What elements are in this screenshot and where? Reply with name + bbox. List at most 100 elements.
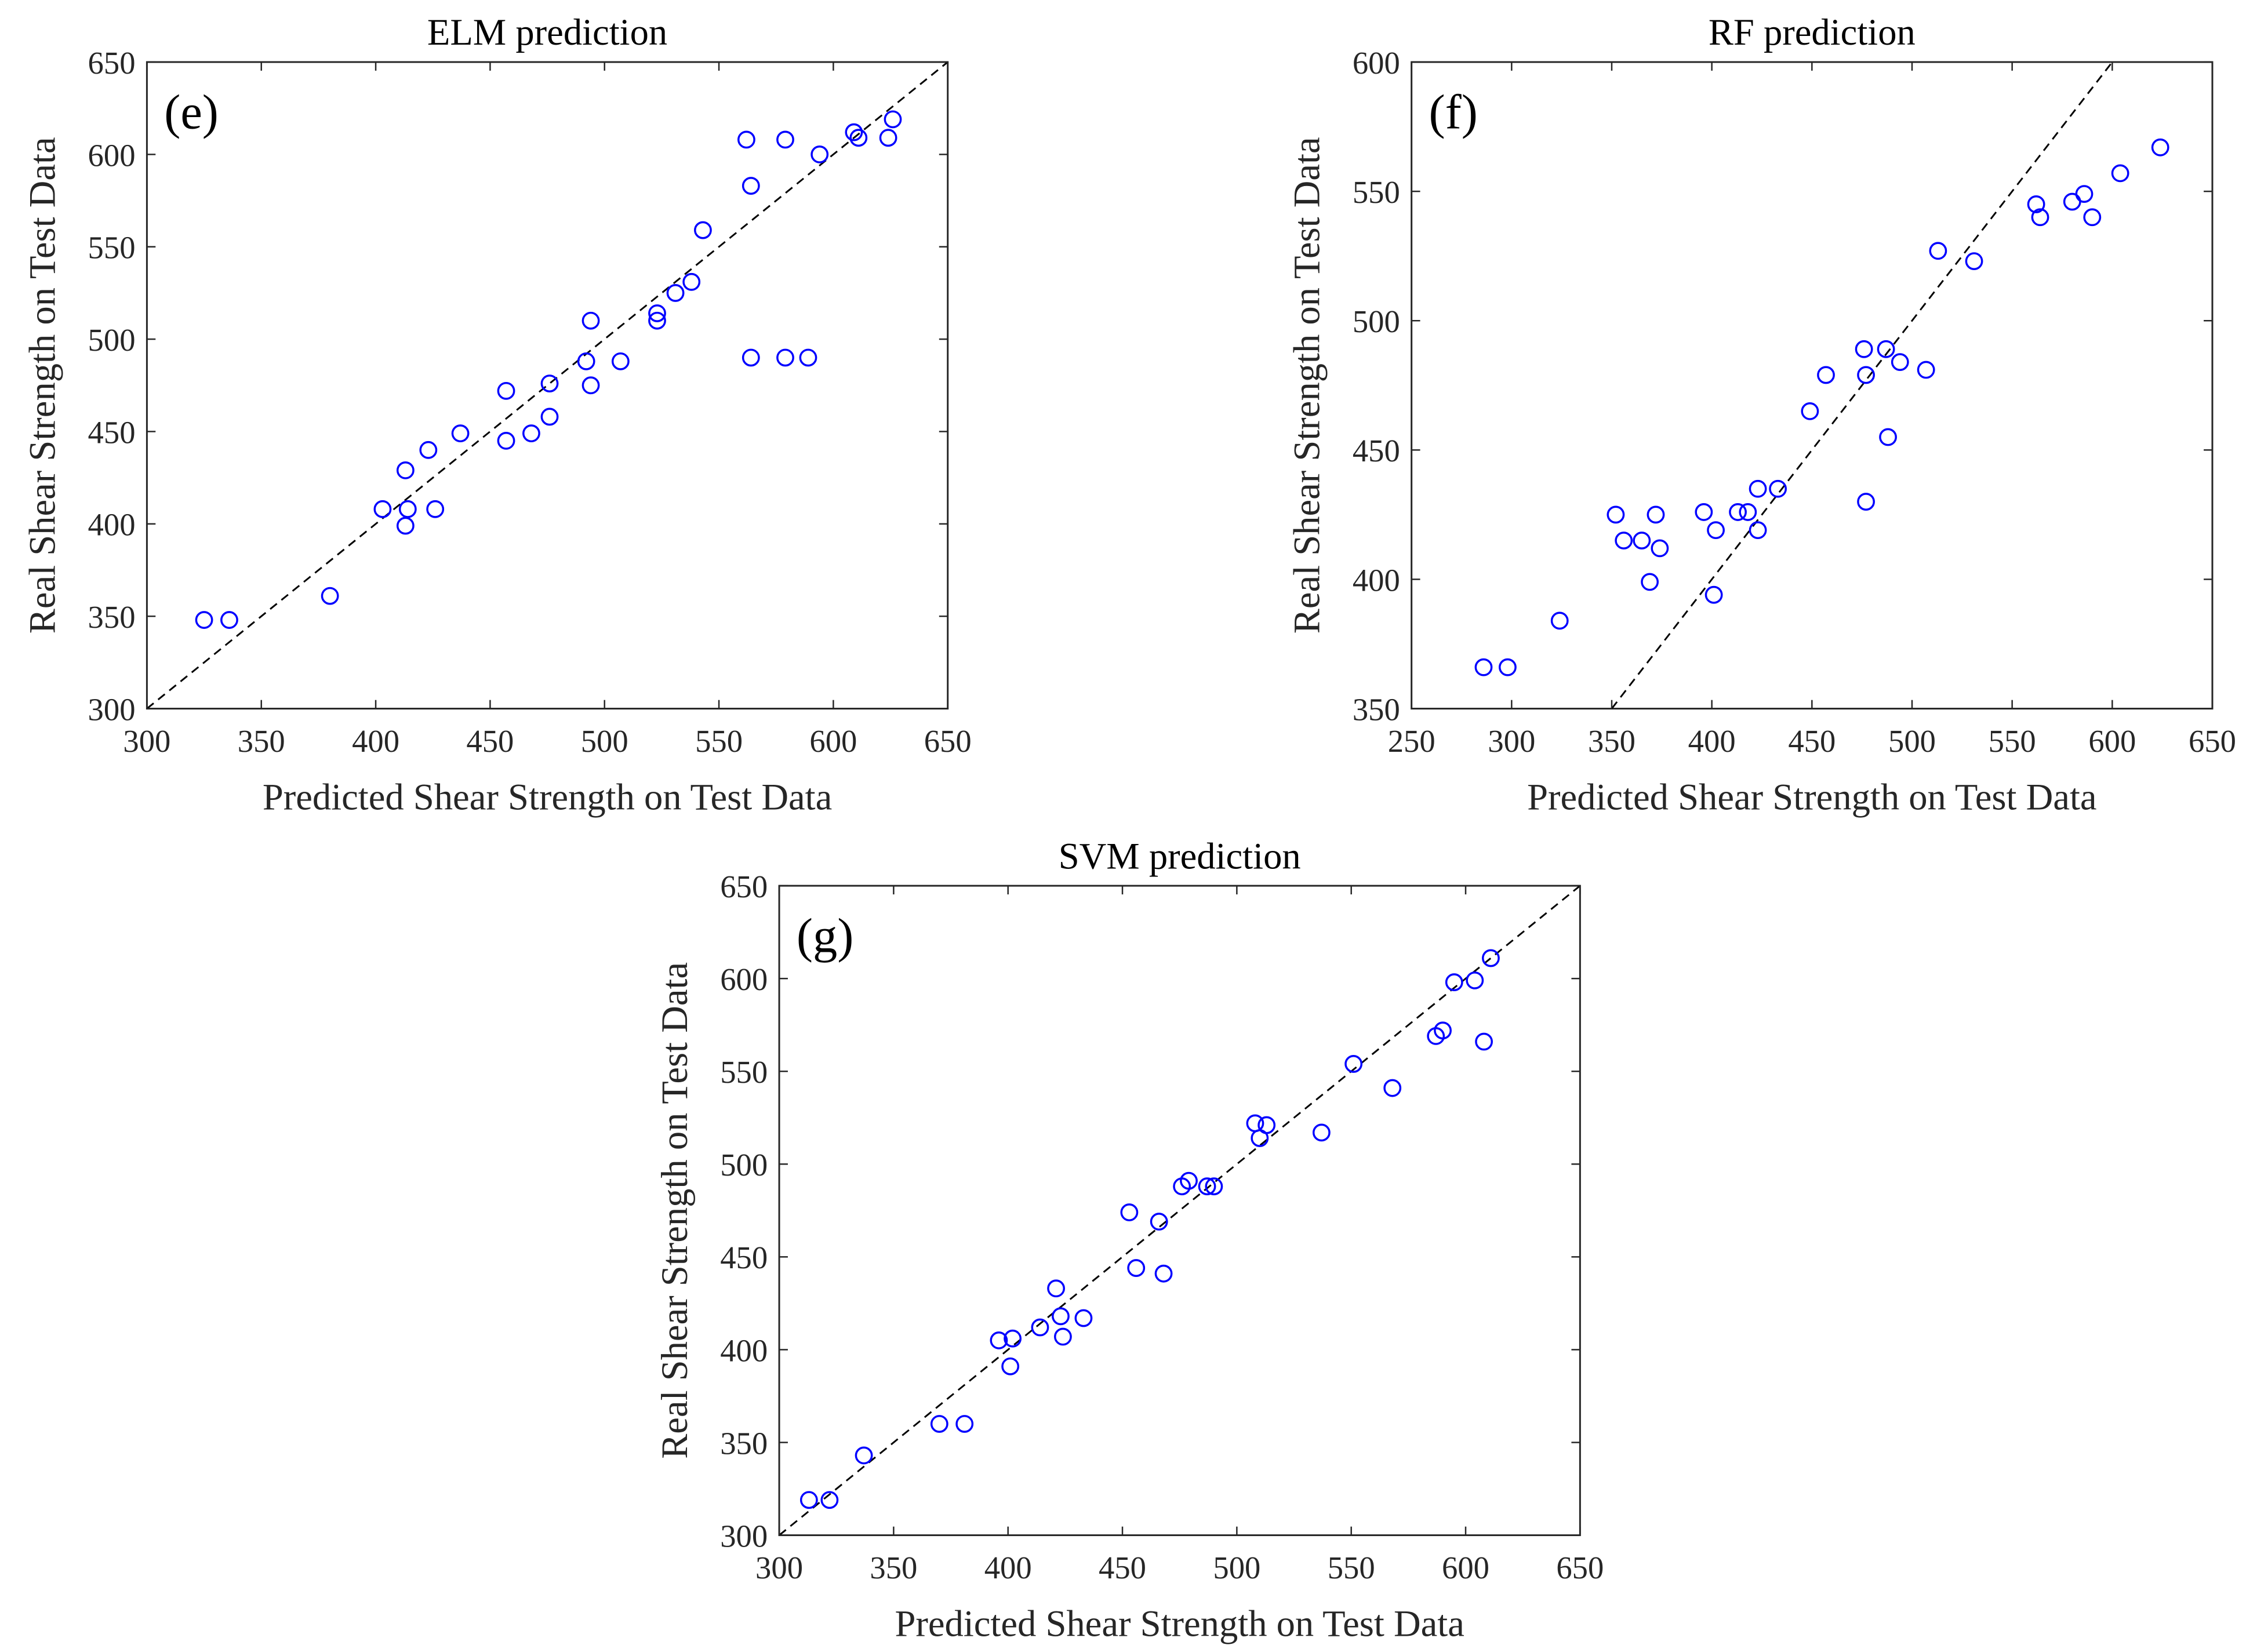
x-tick-label: 600 [809,723,857,759]
data-point [1739,503,1757,521]
x-tick-label: 650 [2189,723,2236,759]
y-tick-label: 500 [1353,304,1400,339]
panel-label: (g) [797,909,853,963]
data-point [1154,1264,1173,1283]
data-point [1707,521,1725,540]
y-tick-label: 400 [720,1333,768,1368]
x-tick-label: 600 [1442,1550,1489,1585]
y-tick-label: 600 [1353,45,1400,81]
y-tick-label: 650 [720,869,768,904]
data-point [1877,340,1895,358]
y-tick-label: 500 [720,1147,768,1182]
x-tick-label: 500 [1888,723,1936,759]
data-point [1482,949,1500,967]
data-point [1180,1171,1198,1190]
data-point [1965,252,1983,271]
data-point [1857,493,1875,511]
data-point [682,272,701,291]
data-point [1031,1318,1049,1337]
svm-scatter-plot: 300 350 400 450 500 550 600 650 300 350 400 450 500 5… [653,835,1604,1644]
data-point [419,441,438,459]
data-point [581,376,600,395]
data-point [522,424,540,443]
panel-label: (e) [164,85,219,139]
data-point [799,1491,818,1509]
data-point [396,461,415,479]
data-point [1801,402,1819,420]
y-tick-label: 400 [88,507,136,543]
axes-box [1411,61,2214,710]
data-point [1434,1021,1452,1040]
data-point [2151,138,2169,157]
x-tick-label: 650 [924,723,972,759]
data-point [1857,366,1875,384]
x-tick-label: 650 [1556,1550,1604,1585]
data-point [1817,366,1835,384]
y-tick-label: 500 [88,322,136,358]
x-tick-label: 300 [123,723,170,759]
data-point [1198,1177,1216,1196]
y-axis-label: Real Shear Strength on Test Data [1286,137,1328,634]
data-point [1704,585,1723,604]
data-point [577,352,595,370]
data-point [930,1415,948,1433]
data-point [1749,479,1767,498]
data-point [2083,208,2102,227]
data-point [820,1491,839,1509]
y-tick-label: 550 [88,230,136,265]
data-point [1647,505,1665,524]
data-point [2027,195,2045,213]
y-tick-label: 450 [88,414,136,450]
x-tick-label: 400 [984,1550,1032,1585]
data-point [1344,1055,1363,1073]
y-tick-label: 300 [88,692,136,727]
data-point [220,611,238,629]
x-tick-label: 550 [1328,1550,1375,1585]
panel-label: (f) [1429,85,1477,139]
x-tick-label: 350 [238,723,285,759]
data-point [776,348,794,367]
data-point [1891,353,1909,372]
data-point [426,500,445,518]
data-point [2031,208,2049,227]
y-tick-label: 300 [720,1518,768,1553]
data-point [884,110,902,129]
data-point [1383,1079,1402,1097]
x-tick-label: 350 [1588,723,1635,759]
axes-box [778,885,1581,1537]
data-point [497,431,515,450]
y-tick-label: 350 [88,599,136,635]
data-point [1120,1203,1139,1221]
data-point [694,221,712,239]
y-tick-label: 350 [1353,692,1400,727]
x-tick-label: 300 [1488,723,1535,759]
reference-line-y-equals-x [1611,61,2113,709]
x-tick-label: 600 [2088,723,2136,759]
x-tick-label: 450 [1788,723,1836,759]
data-point [1257,1116,1276,1134]
data-point [1052,1307,1070,1326]
data-point [648,311,666,330]
data-point [879,129,897,147]
data-point [1150,1213,1168,1231]
data-point [1641,573,1659,591]
y-tick-label: 350 [720,1425,768,1461]
data-point [1004,1329,1022,1348]
x-tick-label: 550 [695,723,743,759]
chart-title: RF prediction [1709,11,1916,53]
data-point [737,130,755,149]
data-point [497,381,515,400]
y-tick-label: 400 [1353,562,1400,598]
data-point [1499,658,1517,676]
data-point [845,123,863,141]
x-tick-label: 400 [1688,723,1736,759]
data-point [1651,539,1669,558]
x-axis-label: Predicted Shear Strength on Test Data [263,776,832,817]
x-tick-label: 350 [870,1550,917,1585]
data-point [849,129,868,147]
data-point [1445,973,1463,991]
data-point [1074,1309,1093,1327]
y-tick-label: 450 [720,1240,768,1275]
data-point [398,500,417,518]
data-point [1769,479,1787,498]
